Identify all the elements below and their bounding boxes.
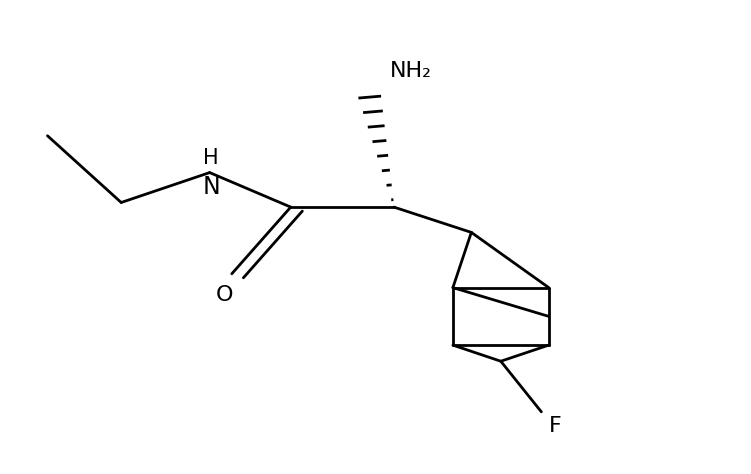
Text: F: F [549, 417, 562, 437]
Text: O: O [216, 285, 233, 305]
Text: NH₂: NH₂ [391, 61, 433, 81]
Text: N: N [202, 175, 220, 199]
Text: H: H [204, 148, 219, 168]
